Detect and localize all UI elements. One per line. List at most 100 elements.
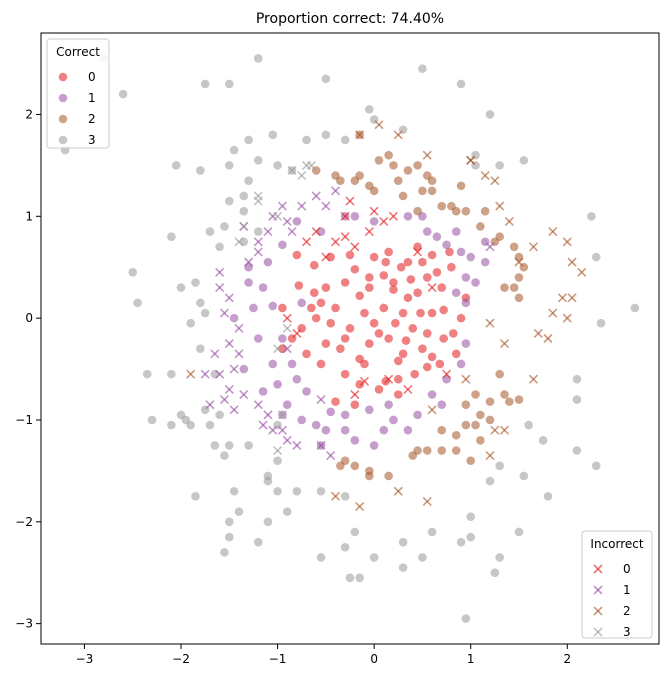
data-point xyxy=(445,247,454,257)
series-incorrect-1 xyxy=(200,186,495,461)
legend-incorrect: Incorrect 0 1 2 3 xyxy=(581,530,653,639)
data-point xyxy=(326,407,335,417)
data-point xyxy=(196,344,205,353)
data-point xyxy=(302,387,311,396)
data-point xyxy=(432,232,442,241)
legend-title: Incorrect xyxy=(590,537,643,551)
data-point xyxy=(379,303,389,313)
data-point xyxy=(355,291,364,301)
data-point xyxy=(294,281,304,290)
data-point xyxy=(268,301,278,311)
data-point xyxy=(321,425,331,435)
legend-marker xyxy=(58,72,68,82)
legend-title: Correct xyxy=(56,45,100,59)
data-point xyxy=(215,242,224,252)
series-correct-0 xyxy=(278,242,471,409)
data-point xyxy=(413,161,422,170)
data-point xyxy=(210,369,220,379)
chart-title: Proportion correct: 74.40% xyxy=(256,11,444,27)
data-point xyxy=(167,420,176,430)
data-point xyxy=(282,507,292,516)
data-point xyxy=(239,237,249,247)
data-point xyxy=(215,410,224,420)
data-point xyxy=(220,451,229,460)
data-point xyxy=(567,257,577,267)
data-point xyxy=(422,273,432,282)
data-point xyxy=(200,369,210,379)
data-point xyxy=(301,237,312,247)
data-point xyxy=(495,369,504,379)
data-point xyxy=(282,435,292,445)
data-point xyxy=(321,74,331,84)
data-point xyxy=(389,415,398,425)
data-point xyxy=(471,390,480,399)
data-point xyxy=(350,176,360,185)
data-point xyxy=(389,161,398,170)
y-tick-label: 0 xyxy=(25,311,33,325)
data-point xyxy=(490,176,500,186)
data-point xyxy=(364,227,374,237)
data-point xyxy=(355,380,364,389)
data-point xyxy=(449,329,458,338)
legend-label: 1 xyxy=(623,583,631,597)
data-point xyxy=(253,227,263,236)
axes: −3 −2 −1 0 1 2 −3 −2 −1 0 1 2 xyxy=(15,32,660,666)
data-point xyxy=(365,339,374,348)
data-point xyxy=(437,446,447,455)
data-point xyxy=(253,334,263,343)
data-point xyxy=(359,376,370,386)
data-point xyxy=(398,537,408,547)
data-point xyxy=(253,155,263,165)
data-point xyxy=(393,176,403,185)
data-point xyxy=(437,201,447,211)
data-point xyxy=(393,130,403,140)
data-point xyxy=(277,410,287,420)
data-point xyxy=(311,191,321,201)
data-point xyxy=(403,257,413,267)
data-point xyxy=(427,308,437,318)
legend-marker xyxy=(593,585,603,595)
data-point xyxy=(369,318,379,328)
data-point xyxy=(244,278,253,287)
data-point xyxy=(258,387,268,396)
data-point xyxy=(215,369,225,379)
data-point xyxy=(306,160,316,170)
data-point xyxy=(234,507,244,516)
data-point xyxy=(355,354,364,364)
data-point xyxy=(393,374,403,384)
data-point xyxy=(393,390,403,399)
data-point xyxy=(562,313,572,323)
data-point xyxy=(471,278,480,287)
data-point xyxy=(422,446,432,455)
data-point xyxy=(398,349,408,359)
data-point xyxy=(422,496,432,506)
data-point xyxy=(350,461,360,471)
data-point xyxy=(504,216,514,226)
data-point xyxy=(220,222,229,231)
data-point xyxy=(456,79,466,89)
data-point xyxy=(369,217,379,226)
data-point xyxy=(365,105,374,114)
data-point xyxy=(490,568,500,578)
data-point xyxy=(282,400,292,409)
data-point xyxy=(379,271,389,280)
data-point xyxy=(495,461,504,471)
data-point xyxy=(330,237,341,247)
data-point xyxy=(384,374,394,384)
data-point xyxy=(239,364,249,374)
data-point xyxy=(485,415,495,425)
data-point xyxy=(365,405,374,415)
data-point xyxy=(167,232,176,241)
data-point xyxy=(118,89,128,99)
data-point xyxy=(418,257,427,267)
data-point xyxy=(427,405,437,415)
data-point xyxy=(292,328,302,338)
data-point xyxy=(384,247,393,257)
data-point xyxy=(292,440,302,450)
data-point xyxy=(316,395,326,405)
data-point xyxy=(191,278,200,287)
data-point xyxy=(427,390,437,399)
data-point xyxy=(490,425,500,435)
data-point xyxy=(365,181,374,191)
